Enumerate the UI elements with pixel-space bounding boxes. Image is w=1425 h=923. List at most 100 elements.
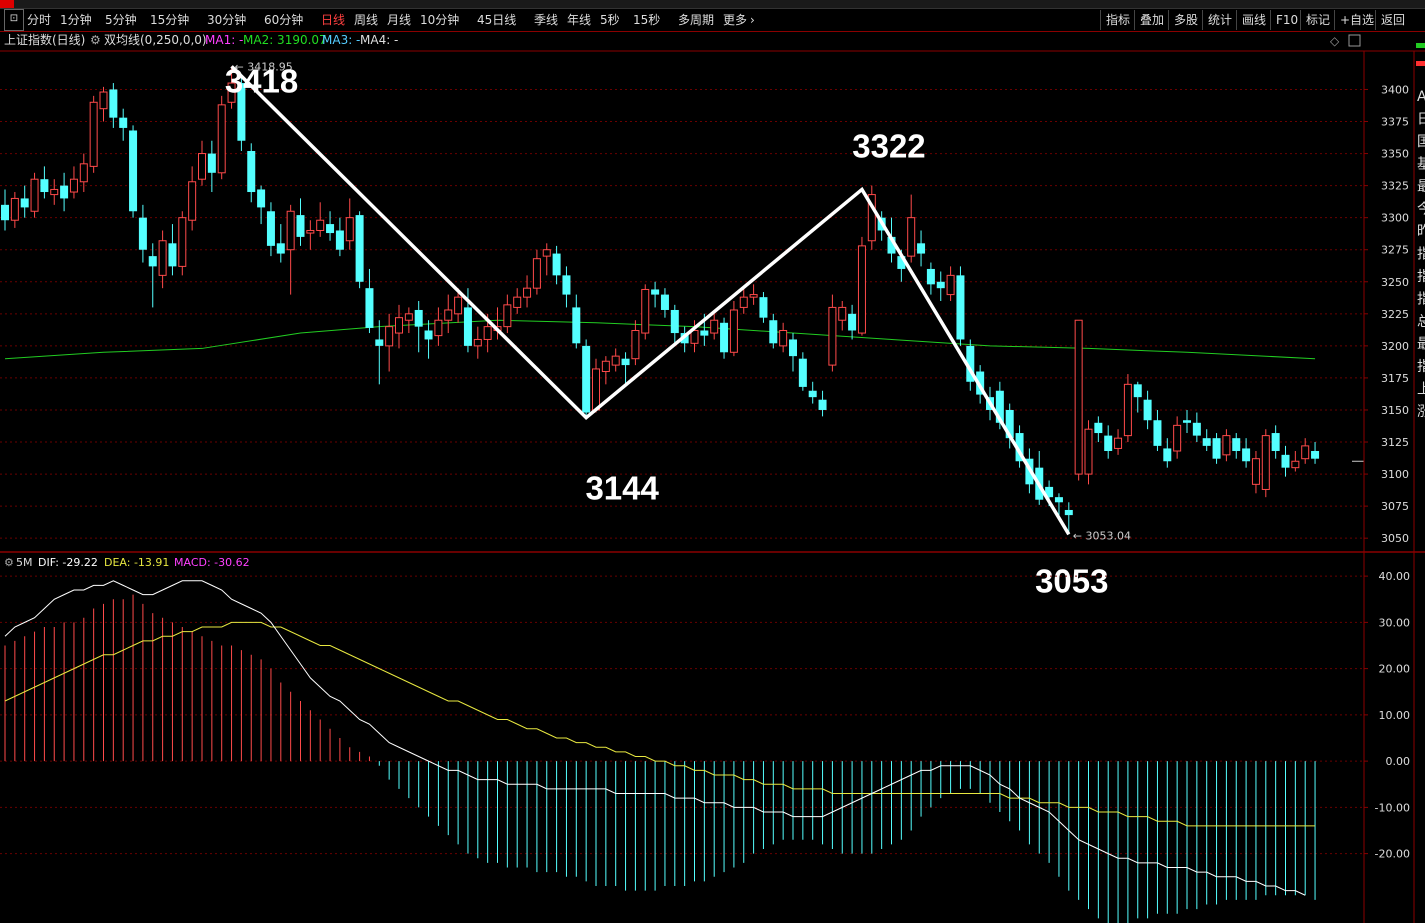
price-tick-label: 3200 bbox=[1381, 340, 1409, 353]
candle-body bbox=[828, 306, 837, 366]
candle-body bbox=[562, 275, 571, 295]
period-tab[interactable]: 10分钟 bbox=[420, 13, 460, 27]
candle-body bbox=[798, 358, 807, 387]
candle-body bbox=[266, 211, 275, 246]
candle-body bbox=[1123, 383, 1132, 437]
candle-body bbox=[109, 89, 118, 118]
indicator-name[interactable]: 双均线(0,250,0,0) bbox=[104, 33, 207, 47]
toolbar-button[interactable]: F10 bbox=[1270, 10, 1303, 30]
info-label-char: 总 bbox=[1417, 314, 1425, 330]
candle-body bbox=[651, 289, 660, 295]
price-tick-label: 3150 bbox=[1381, 404, 1409, 417]
period-tab[interactable]: 年线 bbox=[567, 13, 592, 27]
toolbar-button[interactable]: 叠加 bbox=[1134, 10, 1169, 30]
candle-body bbox=[365, 288, 374, 328]
candle-body bbox=[1015, 433, 1024, 462]
price-axis: 3400 3375 3350 3325 3300 3275 3250 3225 3200 3175… bbox=[1364, 83, 1409, 545]
candle-body bbox=[237, 83, 246, 141]
candle-body bbox=[641, 288, 650, 334]
candle-body bbox=[670, 309, 679, 334]
candle-body bbox=[326, 224, 335, 234]
wave-label: 3144 bbox=[585, 470, 659, 507]
candle-body bbox=[454, 296, 463, 315]
toolbar-button[interactable]: 画线 bbox=[1236, 10, 1271, 30]
app-logo bbox=[0, 0, 14, 8]
info-label-char: 最 bbox=[1417, 337, 1425, 353]
top-menu-strip bbox=[0, 0, 1425, 9]
candle-body bbox=[660, 294, 669, 310]
diamond-icon[interactable]: ◇ bbox=[1330, 34, 1340, 48]
price-tick-label: 3225 bbox=[1381, 308, 1409, 321]
candle-body bbox=[40, 179, 49, 193]
macd-settings-icon[interactable]: ⚙ bbox=[4, 556, 14, 569]
window-icon[interactable]: ⊡ bbox=[4, 9, 24, 31]
candle-body bbox=[60, 185, 69, 199]
period-tab[interactable]: 月线 bbox=[387, 13, 412, 27]
candle-body bbox=[1311, 451, 1320, 459]
period-tab[interactable]: 1分钟 bbox=[60, 13, 92, 27]
candle-body bbox=[1054, 497, 1063, 503]
period-tab[interactable]: 多周期 bbox=[678, 13, 715, 27]
candle-body bbox=[1005, 409, 1014, 439]
price-tick-label: 3250 bbox=[1381, 276, 1409, 289]
candle-body bbox=[552, 253, 561, 276]
price-tick-label: 3050 bbox=[1381, 532, 1409, 545]
period-tab[interactable]: 更多 bbox=[723, 13, 748, 27]
candle-body bbox=[217, 104, 226, 174]
toolbar-button[interactable]: 返回 bbox=[1375, 10, 1410, 30]
macd-tick-label: 40.00 bbox=[1379, 570, 1411, 583]
candle-body bbox=[818, 399, 827, 410]
candle-body bbox=[296, 215, 305, 237]
candle-body bbox=[601, 360, 610, 373]
wave-polyline bbox=[230, 65, 1071, 536]
candle-body bbox=[79, 163, 88, 183]
period-tab[interactable]: 日线 bbox=[321, 13, 346, 27]
candle-body bbox=[857, 245, 866, 334]
more-chevron-icon[interactable]: › bbox=[750, 13, 755, 27]
candle-body bbox=[10, 197, 19, 221]
toolbar-button[interactable]: +自选 bbox=[1334, 10, 1379, 30]
info-label-char: 今 bbox=[1417, 202, 1425, 218]
candle-body bbox=[1271, 433, 1280, 451]
toolbar-button[interactable]: 统计 bbox=[1202, 10, 1237, 30]
price-tick-label: 3175 bbox=[1381, 372, 1409, 385]
info-label-char: 涨 bbox=[1417, 404, 1425, 420]
candle-body bbox=[848, 313, 857, 331]
period-tab[interactable]: 季线 bbox=[534, 13, 559, 27]
period-tab[interactable]: 60分钟 bbox=[264, 13, 304, 27]
info-label-char: 国 bbox=[1417, 134, 1425, 150]
price-tick-label: 3375 bbox=[1381, 116, 1409, 129]
candle-body bbox=[808, 390, 817, 398]
toolbar-button[interactable]: 指标 bbox=[1100, 10, 1135, 30]
candle-body bbox=[99, 91, 108, 110]
ma2-value: MA2: 3190.07 bbox=[243, 33, 327, 47]
period-tab[interactable]: 15分钟 bbox=[150, 13, 190, 27]
period-tab[interactable]: 周线 bbox=[354, 13, 379, 27]
price-grid bbox=[0, 88, 1364, 539]
period-tab[interactable]: 15秒 bbox=[633, 13, 661, 27]
toolbar-button[interactable]: 多股 bbox=[1168, 10, 1203, 30]
toolbar-button[interactable]: 标记 bbox=[1300, 10, 1335, 30]
candle-body bbox=[572, 307, 581, 344]
period-tab[interactable]: 45日线 bbox=[477, 13, 517, 27]
candle-body bbox=[414, 309, 423, 327]
candle-body bbox=[1074, 319, 1083, 475]
chart-area[interactable]: 上证指数(日线) ⚙ 双均线(0,250,0,0) MA1: - MA2: 31… bbox=[0, 31, 1425, 923]
settings-icon[interactable]: ⚙ bbox=[90, 33, 101, 47]
candle-body bbox=[463, 307, 472, 346]
period-tab[interactable]: 分时 bbox=[27, 13, 52, 27]
period-tab[interactable]: 30分钟 bbox=[207, 13, 247, 27]
candle-body bbox=[976, 371, 985, 395]
candle-body bbox=[1281, 454, 1290, 468]
candle-body bbox=[1202, 438, 1211, 446]
candle-body bbox=[316, 219, 325, 231]
candle-body bbox=[1153, 420, 1162, 446]
period-tab[interactable]: 5分钟 bbox=[105, 13, 137, 27]
close-panel-icon[interactable] bbox=[1348, 34, 1361, 47]
period-tab[interactable]: 5秒 bbox=[600, 13, 620, 27]
candle-body bbox=[523, 287, 532, 298]
price-tick-label: 3100 bbox=[1381, 468, 1409, 481]
candle-body bbox=[887, 236, 896, 254]
candle-body bbox=[1173, 424, 1182, 452]
candle-body bbox=[611, 355, 620, 366]
